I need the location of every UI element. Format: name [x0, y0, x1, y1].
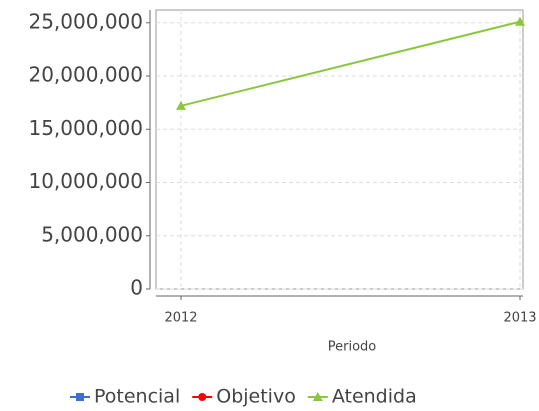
y-tick-label: 20,000,000	[28, 63, 143, 87]
y-tick-label: 0	[130, 276, 143, 300]
y-tick-label: 5,000,000	[41, 222, 143, 246]
series-line	[180, 20, 521, 107]
y-tick-label: 15,000,000	[28, 116, 143, 140]
legend-marker	[312, 392, 323, 401]
legend-label: Objetivo	[216, 386, 296, 408]
legend-label: Potencial	[94, 386, 180, 408]
plot-area	[155, 9, 524, 290]
legend-marker	[76, 393, 84, 401]
x-tick-label: 2013	[503, 311, 536, 326]
y-tick-label: 10,000,000	[28, 169, 143, 193]
legend-label: Atendida	[332, 386, 417, 408]
x-tick-label: 2012	[164, 311, 197, 326]
marker	[515, 16, 525, 26]
y-tick-label: 25,000,000	[28, 9, 143, 33]
marker	[176, 100, 186, 110]
x-axis-title: Periodo	[328, 340, 377, 355]
legend-marker	[198, 393, 207, 401]
